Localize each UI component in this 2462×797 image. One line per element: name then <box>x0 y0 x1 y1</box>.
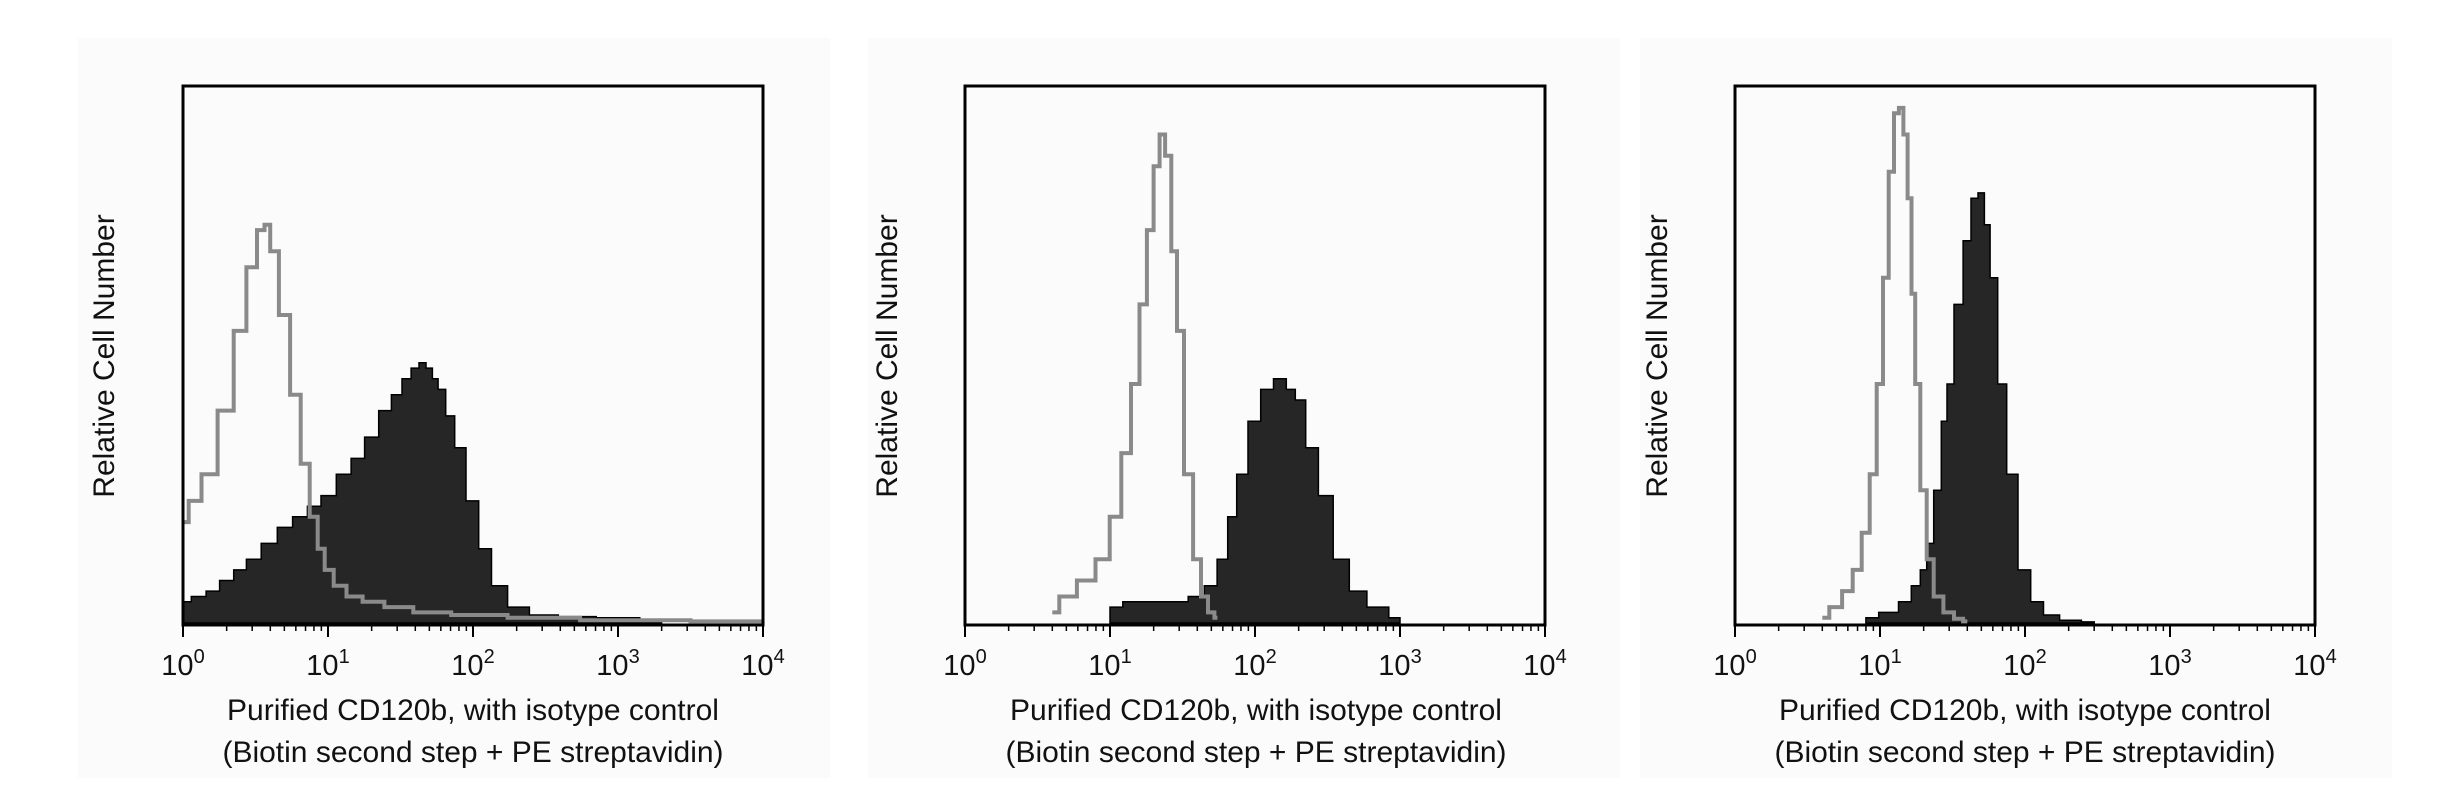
panel-3-x-axis-label-line-2: (Biotin second step + PE streptavidin) <box>1774 736 2275 769</box>
panel-1-stained-histogram <box>182 362 663 624</box>
panel-3-x-tick-label: 102 <box>2003 646 2046 682</box>
panel-1-plot-area <box>182 222 763 624</box>
histogram-panel-3: 100 101 102 103 104 Relative Cell Number Pur… <box>1640 38 2392 778</box>
panel-1-x-axis-label-line-2: (Biotin second step + PE streptavidin) <box>222 736 723 769</box>
histogram-panel-1: 100 101 102 103 104 Relative Cell Number Pur… <box>78 38 830 778</box>
panel-3-background <box>1640 38 2392 778</box>
panel-1-isotype-histogram <box>183 222 763 624</box>
panel-1-x-tick-label: 100 <box>161 646 204 682</box>
panel-1-x-tick-label: 103 <box>596 646 639 682</box>
panel-2-isotype-histogram <box>1052 132 1218 620</box>
panel-3-isotype-histogram <box>1822 105 1968 624</box>
histogram-panel-2: 100 101 102 103 104 Relative Cell Number Pur… <box>868 38 1620 778</box>
panel-2-y-axis-label: Relative Cell Number <box>871 214 904 497</box>
panel-2-x-tick-label: 100 <box>943 646 986 682</box>
panel-1-x-tick-label: 101 <box>306 646 349 682</box>
panel-3-x-axis: 100 101 102 103 104 <box>1713 625 2337 682</box>
panel-3-x-tick-label: 100 <box>1713 646 1756 682</box>
panel-2-stained-histogram <box>1109 377 1401 624</box>
panel-2-x-tick-label: 101 <box>1088 646 1131 682</box>
panel-2-x-tick-label: 104 <box>1523 646 1566 682</box>
panel-1-x-axis-label-line-1: Purified CD120b, with isotype control <box>227 694 719 727</box>
panel-2-x-axis-label-line-1: Purified CD120b, with isotype control <box>1010 694 1502 727</box>
panel-3-x-axis-label-line-1: Purified CD120b, with isotype control <box>1779 694 2271 727</box>
panel-1-x-tick-label: 104 <box>741 646 784 682</box>
panel-3-y-axis-label: Relative Cell Number <box>1641 214 1674 497</box>
panel-2-x-tick-label: 102 <box>1233 646 1276 682</box>
panel-2-x-axis: 100 101 102 103 104 <box>943 625 1567 682</box>
panel-2-x-axis-label-line-2: (Biotin second step + PE streptavidin) <box>1005 736 1506 769</box>
panel-3-x-tick-label: 101 <box>1858 646 1901 682</box>
panel-2-background <box>868 38 1620 778</box>
panel-1-background <box>78 38 830 778</box>
panel-1-x-tick-label: 102 <box>451 646 494 682</box>
panel-1-y-axis-label: Relative Cell Number <box>88 214 121 497</box>
panel-3-x-tick-label: 104 <box>2293 646 2336 682</box>
panel-3-plot-area <box>1822 105 2095 624</box>
panel-3-x-tick-label: 103 <box>2148 646 2191 682</box>
panel-2-x-tick-label: 103 <box>1378 646 1421 682</box>
panel-3-stained-histogram <box>1865 192 2095 624</box>
panel-1-x-axis: 100 101 102 103 104 <box>161 625 785 682</box>
panel-2-plot-area <box>1052 132 1401 624</box>
